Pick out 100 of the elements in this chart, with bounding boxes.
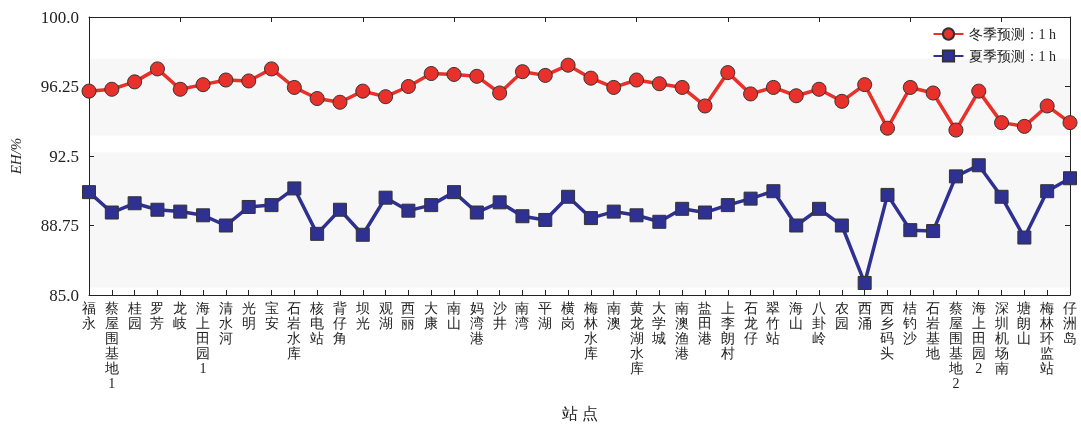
point: [903, 223, 918, 238]
point: [1017, 230, 1032, 245]
point: [766, 184, 781, 199]
x-tick-label: 清水河: [218, 301, 233, 346]
point: [150, 202, 165, 217]
y-tick-label: 100.0: [40, 7, 79, 27]
point: [1062, 115, 1078, 131]
point: [423, 66, 439, 82]
point: [446, 66, 462, 82]
point: [743, 86, 759, 102]
x-tick-label: 宝安: [264, 301, 279, 331]
x-tick-label: 南澳渔港: [675, 301, 690, 361]
point: [583, 70, 599, 86]
point: [492, 195, 507, 210]
point: [834, 218, 849, 233]
x-tick-label: 黄龙湖水库: [629, 301, 644, 376]
point: [264, 198, 279, 213]
x-tick-label: 仔洲岛: [1063, 301, 1077, 346]
legend-label: 冬季预测：1 h: [968, 26, 1056, 42]
point: [720, 65, 736, 81]
point: [880, 187, 895, 202]
point: [948, 169, 963, 184]
point: [697, 205, 712, 220]
point: [378, 89, 394, 105]
point: [788, 88, 804, 104]
point: [926, 224, 941, 239]
x-tick-label: 南澳: [606, 301, 621, 331]
point: [538, 212, 553, 227]
point: [811, 81, 827, 97]
x-tick-label: 妈湾港: [469, 301, 484, 346]
x-tick-label: 观湖: [378, 301, 393, 331]
point: [606, 79, 622, 95]
point: [104, 81, 120, 97]
x-tick-label: 坝光: [354, 301, 370, 331]
point: [172, 81, 188, 97]
x-tick-label: 罗芳: [150, 301, 165, 331]
point: [1040, 184, 1055, 199]
point: [1016, 118, 1032, 134]
x-tick-label: 石龙仔: [743, 301, 758, 346]
x-tick-label: 蔡屋围基地2: [947, 301, 963, 391]
point: [309, 91, 325, 107]
point: [400, 79, 416, 94]
x-tick-label: 八卦岭: [812, 301, 827, 346]
y-tick-label: 88.75: [40, 216, 79, 235]
x-tick-label: 海上田园1: [196, 301, 211, 376]
point: [925, 85, 941, 101]
x-tick-label: 上李朗村: [719, 301, 735, 361]
point: [812, 201, 827, 216]
point: [675, 201, 690, 216]
point: [765, 79, 781, 95]
point: [447, 185, 462, 200]
x-tick-label: 西涌: [857, 301, 872, 331]
point: [994, 115, 1010, 131]
x-tick-label: 石岩基地: [925, 301, 941, 361]
point: [286, 79, 302, 95]
x-tick-label: 蔡屋围基地1: [103, 301, 119, 391]
x-tick-label: 桂园: [126, 301, 142, 331]
x-tick-label: 横岗: [561, 301, 576, 331]
legend-label: 夏季预测：1 h: [968, 48, 1056, 64]
point: [1063, 171, 1077, 186]
point: [127, 74, 143, 90]
point: [218, 72, 234, 88]
x-tick-label: 平湖: [538, 301, 553, 331]
point: [697, 98, 713, 114]
x-tick-label: 梅林环监站: [1039, 301, 1055, 376]
x-tick-label: 农园: [834, 301, 849, 331]
point: [857, 77, 873, 93]
point: [82, 185, 96, 200]
point: [651, 76, 667, 92]
point: [492, 85, 508, 101]
x-tick-label: 大康: [424, 301, 439, 331]
y-tick-label: 92.5: [49, 146, 79, 166]
x-tick-label: 西丽: [401, 301, 416, 331]
point: [1039, 98, 1055, 114]
y-tick-label: 85.0: [49, 285, 79, 305]
x-tick-label: 大学城: [651, 301, 667, 346]
point: [971, 83, 987, 99]
point: [629, 208, 644, 223]
x-tick-label: 南山: [447, 301, 462, 331]
x-axis-title: 站 点: [561, 404, 598, 422]
point: [401, 203, 416, 218]
x-tick-label: 福永: [82, 301, 96, 331]
point: [127, 196, 142, 211]
point: [241, 199, 256, 214]
point: [514, 64, 530, 80]
x-tick-label: 塘朗山: [1016, 301, 1032, 346]
point: [515, 209, 530, 224]
point: [971, 158, 986, 173]
point: [789, 218, 804, 233]
x-tick-label: 海山: [789, 301, 804, 331]
point: [652, 214, 667, 229]
y-axis-title: EH/%: [7, 137, 24, 176]
point: [104, 205, 119, 220]
point: [561, 189, 576, 204]
point: [834, 93, 850, 109]
point: [469, 68, 485, 84]
point: [287, 181, 302, 196]
point: [583, 211, 598, 226]
x-tick-label: 盐田港: [697, 301, 712, 346]
x-tick-label: 光明: [241, 301, 256, 331]
